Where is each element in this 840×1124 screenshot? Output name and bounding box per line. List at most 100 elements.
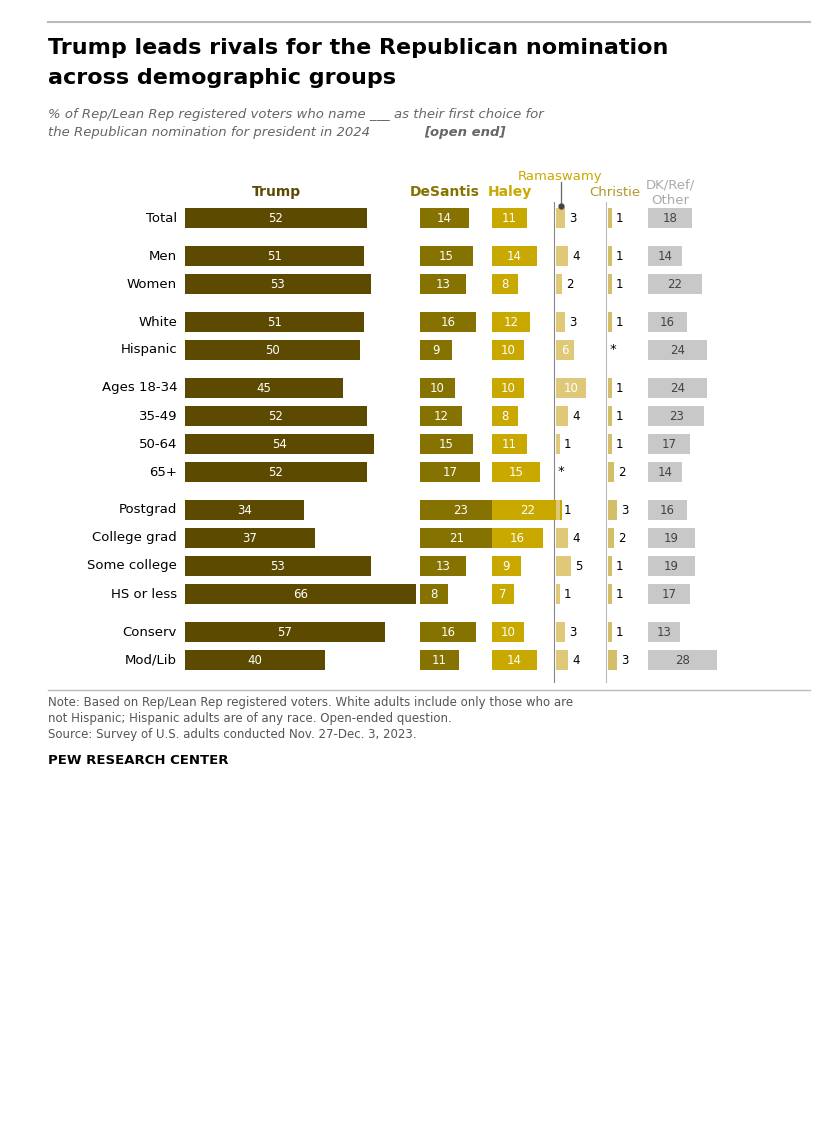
Bar — [420, 584, 448, 604]
Bar — [648, 246, 682, 266]
Text: Haley: Haley — [487, 185, 532, 199]
Text: 11: 11 — [432, 653, 447, 667]
Bar — [608, 500, 617, 520]
Bar — [608, 274, 612, 294]
Text: 1: 1 — [616, 278, 623, 290]
Bar — [185, 622, 385, 642]
Text: Ramaswamy: Ramaswamy — [518, 170, 603, 183]
Text: 17: 17 — [442, 465, 457, 479]
Text: 16: 16 — [440, 625, 455, 638]
Text: 28: 28 — [675, 653, 690, 667]
Bar — [492, 406, 517, 426]
Text: 1: 1 — [564, 437, 571, 451]
Bar — [420, 274, 465, 294]
Text: Women: Women — [127, 278, 177, 290]
Text: Trump leads rivals for the Republican nomination: Trump leads rivals for the Republican no… — [48, 38, 669, 58]
Text: across demographic groups: across demographic groups — [48, 67, 396, 88]
Bar — [185, 556, 370, 575]
Text: 16: 16 — [660, 316, 675, 328]
Text: Some college: Some college — [87, 560, 177, 572]
Bar — [185, 462, 367, 482]
Bar — [492, 208, 528, 228]
Text: 50-64: 50-64 — [139, 437, 177, 451]
Bar — [556, 500, 560, 520]
Text: 24: 24 — [670, 381, 685, 395]
Text: 1: 1 — [616, 625, 623, 638]
Text: Total: Total — [146, 211, 177, 225]
Bar — [556, 339, 574, 360]
Text: 21: 21 — [449, 532, 465, 544]
Text: 8: 8 — [501, 278, 508, 290]
Text: 10: 10 — [501, 625, 516, 638]
Text: 50: 50 — [265, 344, 280, 356]
Bar — [492, 274, 517, 294]
Text: 16: 16 — [510, 532, 525, 544]
Text: 14: 14 — [507, 250, 522, 263]
Bar — [556, 406, 568, 426]
Text: Source: Survey of U.S. adults conducted Nov. 27-Dec. 3, 2023.: Source: Survey of U.S. adults conducted … — [48, 728, 417, 741]
Text: 8: 8 — [501, 409, 508, 423]
Bar — [648, 650, 717, 670]
Bar — [492, 500, 563, 520]
Bar — [420, 339, 452, 360]
Text: 3: 3 — [569, 211, 576, 225]
Text: 9: 9 — [502, 560, 510, 572]
Bar — [185, 246, 364, 266]
Text: 3: 3 — [569, 316, 576, 328]
Text: 7: 7 — [500, 588, 507, 600]
Text: [open end]: [open end] — [424, 126, 506, 139]
Text: Men: Men — [149, 250, 177, 263]
Text: 51: 51 — [267, 316, 281, 328]
Text: 52: 52 — [269, 409, 283, 423]
Bar — [608, 462, 614, 482]
Text: % of Rep/Lean Rep registered voters who name ___ as their first choice for: % of Rep/Lean Rep registered voters who … — [48, 108, 543, 121]
Text: 11: 11 — [502, 211, 517, 225]
Bar — [608, 378, 612, 398]
Text: Trump: Trump — [251, 185, 301, 199]
Text: White: White — [138, 316, 177, 328]
Text: Postgrad: Postgrad — [118, 504, 177, 517]
Bar — [420, 462, 480, 482]
Text: 1: 1 — [616, 381, 623, 395]
Bar — [556, 378, 586, 398]
Text: the Republican nomination for president in 2024: the Republican nomination for president … — [48, 126, 375, 139]
Text: 14: 14 — [437, 211, 452, 225]
Text: 19: 19 — [664, 532, 679, 544]
Bar — [648, 622, 680, 642]
Bar — [648, 556, 695, 575]
Text: 35-49: 35-49 — [139, 409, 177, 423]
Bar — [608, 312, 612, 332]
Text: 2: 2 — [618, 532, 626, 544]
Bar — [420, 406, 462, 426]
Bar — [420, 312, 476, 332]
Bar — [492, 312, 530, 332]
Bar — [185, 434, 374, 454]
Text: 57: 57 — [277, 625, 292, 638]
Text: 11: 11 — [502, 437, 517, 451]
Bar — [608, 622, 612, 642]
Text: 6: 6 — [561, 344, 569, 356]
Text: 66: 66 — [293, 588, 308, 600]
Bar — [492, 462, 540, 482]
Text: DK/Ref/
Other: DK/Ref/ Other — [645, 178, 695, 207]
Text: 45: 45 — [256, 381, 271, 395]
Text: 53: 53 — [270, 560, 285, 572]
Text: DeSantis: DeSantis — [410, 185, 480, 199]
Bar — [185, 312, 364, 332]
Bar — [648, 500, 687, 520]
Bar — [608, 584, 612, 604]
Text: 34: 34 — [237, 504, 252, 517]
Bar — [420, 208, 469, 228]
Text: 19: 19 — [664, 560, 679, 572]
Text: 17: 17 — [661, 437, 676, 451]
Text: 10: 10 — [564, 381, 579, 395]
Text: 14: 14 — [658, 250, 673, 263]
Bar — [185, 584, 416, 604]
Text: Conserv: Conserv — [123, 625, 177, 638]
Text: 10: 10 — [501, 381, 516, 395]
Text: 13: 13 — [657, 625, 671, 638]
Text: 18: 18 — [663, 211, 678, 225]
Bar — [185, 650, 325, 670]
Bar — [420, 500, 501, 520]
Bar — [608, 406, 612, 426]
